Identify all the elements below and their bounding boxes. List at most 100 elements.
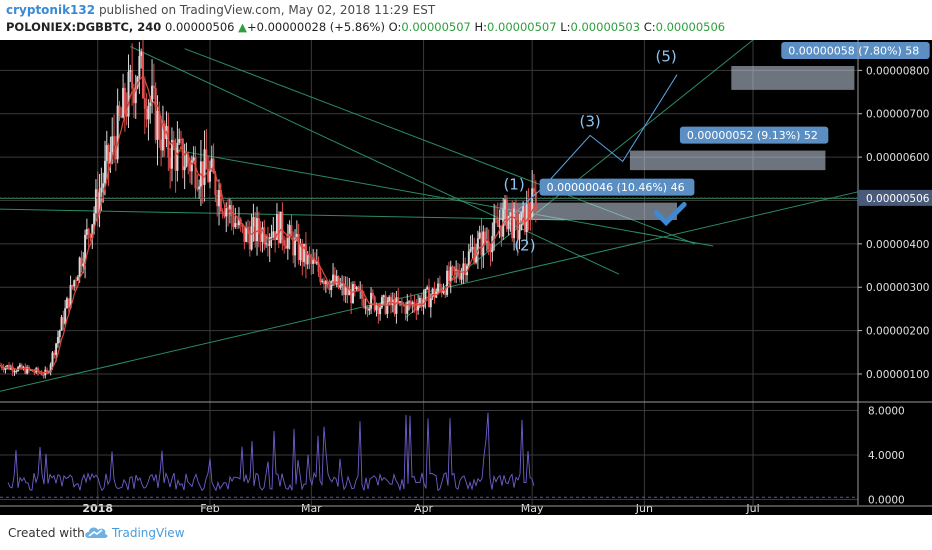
candle-body	[194, 157, 197, 189]
candle-body	[60, 317, 63, 331]
candle-body	[132, 88, 135, 104]
candle-body	[174, 147, 177, 171]
candle-body	[82, 263, 85, 267]
tradingview-cloud-icon[interactable]	[83, 523, 109, 541]
candle-body	[389, 296, 392, 306]
candle-body	[176, 142, 179, 171]
candle-body	[218, 190, 221, 207]
candle-body	[149, 102, 152, 106]
candle-body	[393, 300, 396, 314]
x-tick-label: Mar	[301, 502, 322, 515]
candle-body	[279, 211, 282, 244]
candle-body	[102, 183, 105, 188]
candle-body	[462, 263, 465, 271]
candle-body	[373, 296, 376, 311]
candle-body	[395, 297, 398, 314]
candle-body	[18, 364, 21, 368]
candle-body	[169, 157, 172, 169]
candle-body	[301, 243, 304, 263]
chart-svg[interactable]: (1)(2)(3)(5) 0.00000046 (10.46%) 460.000…	[0, 39, 932, 515]
candle-body	[96, 189, 99, 214]
candle-body	[368, 308, 371, 311]
candle-body	[409, 301, 412, 305]
candle-body	[491, 235, 494, 253]
candle-body	[234, 223, 237, 228]
candle-body	[453, 266, 456, 272]
candle-body	[75, 280, 78, 282]
candle-body	[286, 235, 289, 249]
published-text: published on TradingView.com, May 02, 20…	[98, 3, 436, 17]
candle-body	[295, 233, 298, 239]
candle-body	[73, 280, 76, 287]
candle-body	[333, 274, 336, 285]
candle-body	[505, 199, 508, 230]
candle-body	[487, 241, 490, 250]
tradingview-brand-link[interactable]: TradingView	[112, 526, 185, 540]
y-tick-label: 0.00000700	[866, 109, 929, 121]
candle-body	[219, 190, 222, 212]
candle-body	[62, 317, 65, 324]
candle-body	[13, 371, 16, 373]
candle-body	[346, 286, 349, 296]
target-label-box	[679, 126, 829, 144]
candle-body	[292, 236, 295, 256]
candle-body	[78, 257, 81, 278]
candle-body	[424, 288, 427, 300]
candle-body	[285, 245, 287, 249]
candle-body	[277, 214, 280, 244]
y-tick-label: 0.00000600	[866, 152, 929, 164]
candle-body	[183, 166, 186, 171]
candle-body	[189, 163, 192, 172]
candle-body	[507, 216, 510, 230]
candle-body	[357, 286, 360, 291]
candle-body	[243, 226, 246, 242]
candle-body	[379, 307, 382, 315]
chart-canvas[interactable]: (1) (2) (3) (5) 0.00000046 (10.46%) 46 0.000…	[0, 39, 932, 515]
candle-body	[458, 275, 461, 280]
candle-body	[76, 277, 79, 281]
moving-average-line	[0, 76, 537, 374]
candle-body	[266, 243, 269, 246]
last-price: 0.00000506	[164, 20, 235, 34]
ohlc-legend: POLONIEX:DGBBTC, 240 0.00000506 ▲+0.0000…	[6, 20, 725, 34]
candle-body	[449, 266, 452, 282]
candle-body	[225, 208, 228, 217]
candle-body	[341, 283, 344, 286]
candle-body	[89, 234, 92, 239]
wave-label: (3)	[579, 113, 600, 131]
osc-tick-label: 0.0000	[868, 494, 905, 506]
price-axis[interactable]: 2018 Feb Mar Apr May Jun Jul 0.00000800 0.000007…	[0, 40, 932, 515]
candle-body	[529, 216, 532, 218]
candle-body	[158, 110, 161, 140]
candle-body	[353, 284, 356, 290]
x-tick-label: Jun	[635, 502, 653, 515]
candle-body	[420, 297, 423, 307]
candle-body	[406, 301, 409, 314]
candle-body	[4, 367, 7, 370]
candle-body	[442, 290, 445, 293]
last-price-marker	[858, 189, 932, 206]
checkmark-icon	[653, 202, 687, 227]
candle-body	[15, 371, 18, 373]
target-label-box	[539, 178, 695, 196]
candle-body	[113, 136, 116, 146]
candle-body	[476, 238, 479, 255]
target-zone	[499, 202, 677, 220]
candle-body	[84, 234, 87, 264]
candle-body	[228, 205, 231, 210]
candle-body	[417, 303, 420, 311]
candle-body	[306, 253, 309, 265]
candle-body	[408, 301, 411, 303]
candle-body	[498, 225, 501, 227]
candle-body	[265, 243, 268, 245]
candle-body	[256, 218, 259, 242]
author-link[interactable]: cryptonik132	[6, 3, 96, 17]
close-value: 0.00000506	[655, 20, 726, 34]
wave-label: (1)	[503, 176, 524, 194]
candle-body	[415, 307, 418, 311]
candle-body	[216, 195, 219, 207]
candle-body	[313, 260, 316, 264]
candle-body	[534, 191, 537, 212]
candle-body	[494, 217, 497, 220]
candle-body	[281, 211, 284, 241]
